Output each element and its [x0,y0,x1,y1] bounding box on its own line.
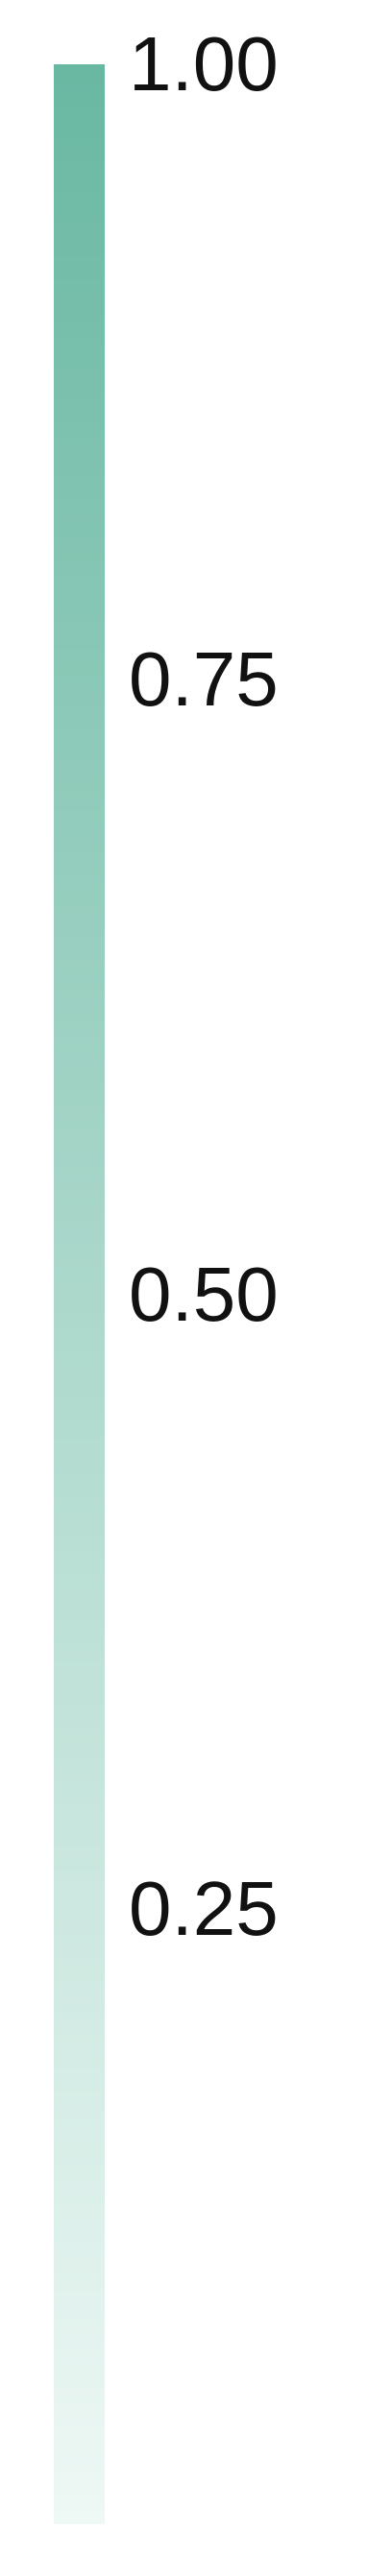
colorbar-tick-label: 1.00 [129,21,279,107]
colorbar-tick-label: 0.25 [129,1866,279,1952]
colorbar-tick-label: 0.50 [129,1251,279,1337]
colorbar-tick-label: 0.75 [129,635,279,722]
colorbar-gradient [54,64,105,2524]
